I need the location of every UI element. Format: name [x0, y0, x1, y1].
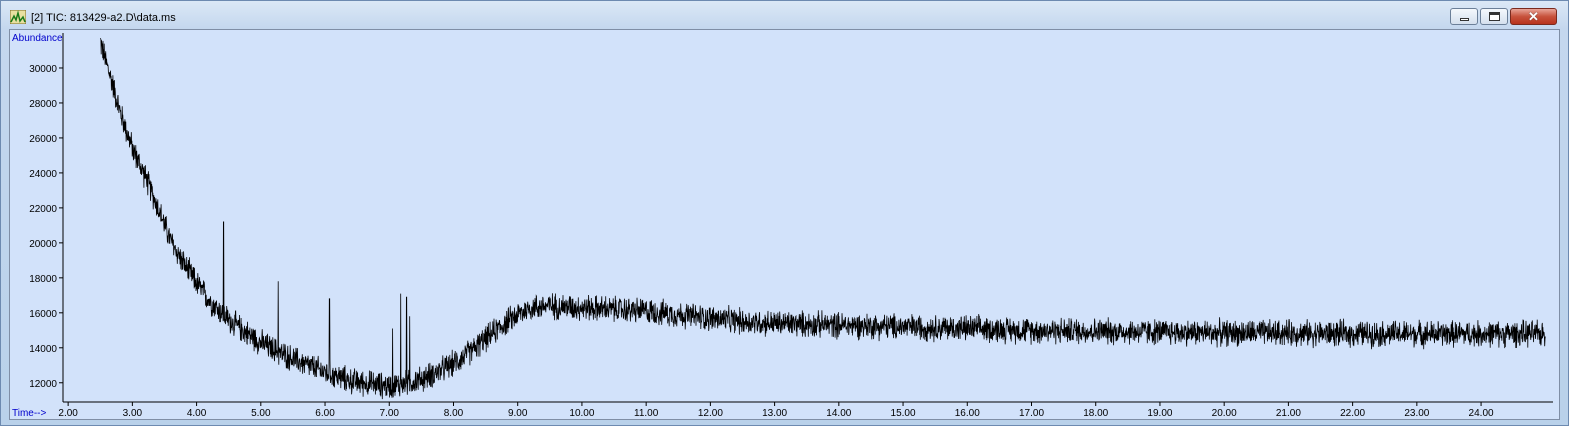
x-tick-label: 4.00: [187, 408, 207, 419]
x-tick-label: 17.00: [1019, 408, 1044, 419]
y-tick-label: 26000: [29, 134, 57, 145]
x-tick-label: 19.00: [1147, 408, 1172, 419]
x-tick-label: 18.00: [1083, 408, 1108, 419]
x-tick-label: 11.00: [634, 408, 659, 419]
x-tick-label: 3.00: [123, 408, 143, 419]
x-tick-label: 7.00: [380, 408, 400, 419]
x-tick-label: 9.00: [508, 408, 528, 419]
x-tick-label: 10.00: [569, 408, 594, 419]
x-tick-label: 2.00: [58, 408, 78, 419]
x-tick-label: 21.00: [1276, 408, 1301, 419]
x-tick-label: 24.00: [1469, 408, 1494, 419]
chart-area: Abundance Time--> 12000 14000 16000 18000 2000…: [9, 29, 1560, 420]
x-tick-label: 8.00: [444, 408, 464, 419]
y-axis-label: Abundance: [12, 33, 63, 44]
close-icon: ✕: [1528, 9, 1539, 24]
maximize-button[interactable]: [1480, 8, 1508, 25]
x-tick-label: 12.00: [698, 408, 723, 419]
window-controls: ✕: [1450, 8, 1557, 25]
x-tick-label: 15.00: [891, 408, 916, 419]
y-tick-label: 28000: [29, 99, 57, 110]
y-tick-label: 12000: [29, 379, 57, 390]
minimize-button[interactable]: [1450, 8, 1478, 25]
y-tick-label: 20000: [29, 239, 57, 250]
x-tick-label: 14.00: [826, 408, 851, 419]
x-tick-label: 16.00: [955, 408, 980, 419]
x-tick-label: 20.00: [1212, 408, 1237, 419]
window-title: [2] TIC: 813429-a2.D\data.ms: [31, 12, 176, 24]
minimize-icon: [1460, 18, 1469, 21]
y-tick-label: 18000: [29, 274, 57, 285]
tic-chart[interactable]: Abundance Time--> 12000 14000 16000 18000 2000…: [10, 30, 1559, 419]
x-tick-label: 6.00: [315, 408, 335, 419]
close-button[interactable]: ✕: [1510, 8, 1557, 25]
y-tick-label: 30000: [29, 64, 57, 75]
y-tick-label: 14000: [29, 344, 57, 355]
x-tick-label: 22.00: [1340, 408, 1365, 419]
title-bar[interactable]: [2] TIC: 813429-a2.D\data.ms ✕: [1, 1, 1568, 29]
y-tick-label: 22000: [29, 204, 57, 215]
x-tick-label: 23.00: [1404, 408, 1429, 419]
maximize-icon: [1489, 12, 1500, 21]
x-tick-label: 5.00: [251, 408, 271, 419]
tic-series-line: [99, 37, 1546, 400]
chromatogram-icon: [10, 10, 26, 24]
x-tick-label: 13.00: [762, 408, 787, 419]
y-tick-label: 24000: [29, 169, 57, 180]
x-axis-label: Time-->: [12, 408, 47, 419]
y-tick-label: 16000: [29, 309, 57, 320]
